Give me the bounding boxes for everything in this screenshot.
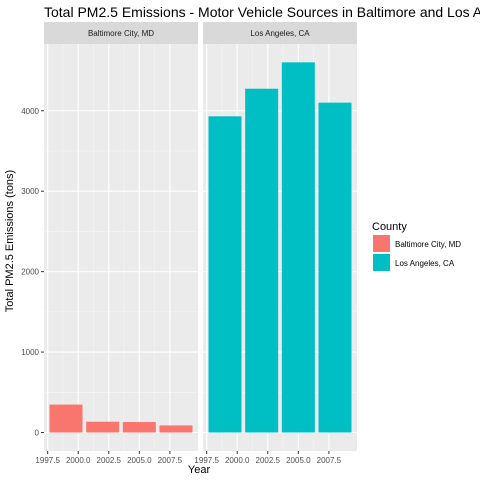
- x-tick-label: 2005.0: [127, 456, 152, 465]
- y-tick-label: 3000: [21, 187, 39, 196]
- legend-swatch: [373, 235, 390, 252]
- x-tick-label: 2000.0: [66, 456, 91, 465]
- facet-panel-1: Los Angeles, CA: [203, 22, 357, 451]
- bar: [281, 62, 315, 433]
- x-axis-label: Year: [188, 464, 211, 476]
- x-tick-label: 2007.5: [317, 456, 342, 465]
- y-tick-label: 4000: [21, 107, 39, 116]
- legend-entry-label: Baltimore City, MD: [395, 240, 461, 249]
- legend-title: County: [372, 221, 407, 233]
- bar: [208, 116, 242, 433]
- facet-strip-label: Los Angeles, CA: [250, 29, 310, 38]
- x-tick-label: 2002.5: [256, 456, 281, 465]
- bar: [49, 404, 83, 433]
- bar: [86, 421, 120, 433]
- legend-swatch: [373, 254, 390, 271]
- x-tick-label: 2002.5: [97, 456, 122, 465]
- facet-strip: [203, 22, 357, 44]
- y-tick-label: 1000: [21, 348, 39, 357]
- legend-entry-label: Los Angeles, CA: [395, 259, 455, 268]
- legend: County Baltimore City, MD Los Angeles, CA: [372, 221, 461, 271]
- bar: [318, 102, 352, 433]
- y-tick-label: 0: [35, 429, 40, 438]
- y-axis-label: Total PM2.5 Emissions (tons): [4, 170, 16, 312]
- x-tick-label: 2007.5: [158, 456, 183, 465]
- bar: [122, 422, 156, 433]
- bar: [159, 425, 193, 433]
- x-tick-label: 2005.0: [286, 456, 311, 465]
- facet-strip: [44, 22, 198, 44]
- panel-background: [44, 44, 198, 451]
- x-tick-label: 2000.0: [225, 456, 250, 465]
- facet-panel-0: Baltimore City, MD: [44, 22, 198, 451]
- x-tick-label: 1997.5: [194, 456, 219, 465]
- y-tick-label: 2000: [21, 268, 39, 277]
- chart-title: Total PM2.5 Emissions - Motor Vehicle So…: [44, 4, 480, 20]
- x-tick-label: 1997.5: [35, 456, 60, 465]
- facet-strip-label: Baltimore City, MD: [88, 29, 154, 38]
- bar: [245, 88, 279, 433]
